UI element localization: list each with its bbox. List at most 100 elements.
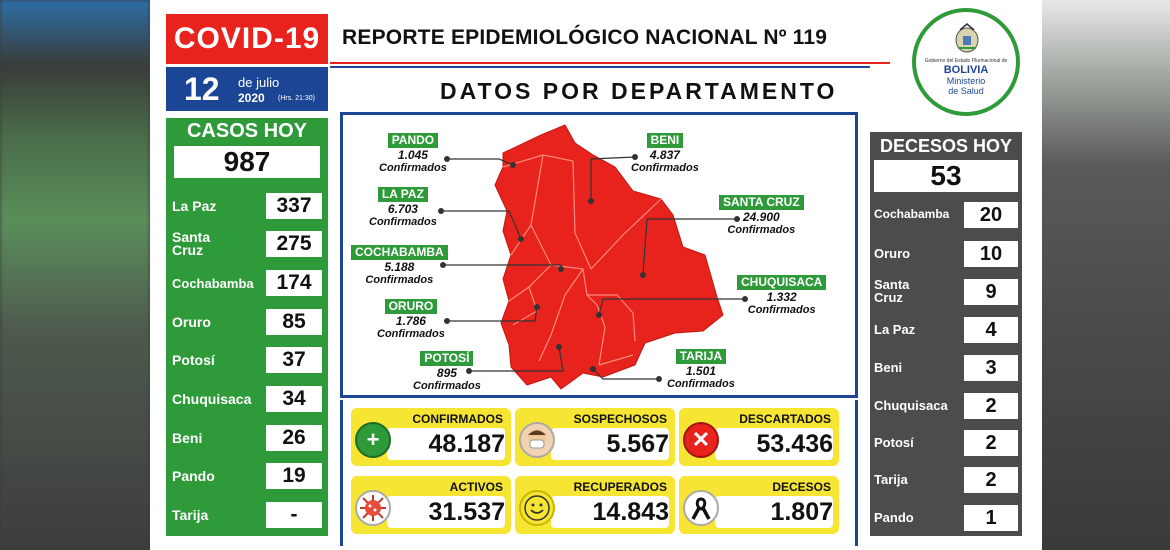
cases-row: Santa Cruz 275 [166, 228, 328, 260]
cases-row: Beni 26 [166, 422, 328, 454]
stat-value-box [387, 428, 505, 460]
logo-ministry: Ministerio [946, 76, 986, 86]
stat-card-active: ACTIVOS 31.537 [351, 476, 511, 534]
map-label-confirmed: Confirmados [727, 224, 796, 236]
map-label-la-paz: LA PAZ 6.703 Confirmados [369, 185, 437, 228]
deaths-today-panel: DECESOS HOY 53 Cochabamba 20 Oruro 10 Sant… [870, 132, 1022, 536]
stat-value-box [715, 496, 833, 528]
department-name: Chuquisaca [172, 390, 252, 407]
date-box: 12 de julio 2020 (Hrs. 21:30) [166, 67, 328, 111]
map-label-name: SANTA CRUZ [719, 195, 804, 210]
deaths-row: Potosí 2 [870, 426, 1022, 460]
map-label-cochabamba: COCHABAMBA 5.188 Confirmados [351, 243, 448, 286]
department-name: La Paz [172, 197, 217, 214]
cases-today-panel: CASOS HOY 987 La Paz 337 Santa Cruz 275 Co… [166, 118, 328, 536]
background-right [1042, 0, 1170, 550]
map-label-pando: PANDO 1.045 Confirmados [379, 131, 447, 174]
cases-row: Chuquisaca 34 [166, 383, 328, 415]
report-title: REPORTE EPIDEMIOLÓGICO NACIONAL Nº 119 [342, 26, 828, 49]
map-label-oruro: ORURO 1.786 Confirmados [377, 297, 445, 340]
department-value: 337 [266, 193, 322, 219]
map-label-confirmed: Confirmados [365, 274, 434, 286]
cases-row: Tarija - [166, 499, 328, 531]
masked-face-icon [519, 422, 555, 458]
department-value: 85 [266, 309, 322, 335]
logo-health: de Salud [948, 86, 984, 96]
map-label-confirmed: Confirmados [377, 328, 445, 340]
stat-value-box [387, 496, 505, 528]
department-value: 174 [266, 270, 322, 296]
department-value: 20 [964, 202, 1018, 228]
map-label-name: LA PAZ [377, 187, 428, 202]
map-frame: PANDO 1.045 Confirmados LA PAZ 6.703 Con… [340, 112, 858, 398]
map-label-name: BENI [646, 133, 684, 148]
department-name: Santa Cruz [172, 229, 211, 258]
department-name: Oruro [172, 313, 211, 330]
department-name: Oruro [874, 245, 911, 261]
leader-dots [438, 154, 748, 382]
map-label-value: 5.188 [384, 260, 415, 274]
deaths-row: Cochabamba 20 [870, 198, 1022, 232]
leader-lines [441, 156, 745, 380]
department-value: - [266, 502, 322, 528]
stat-label: CONFIRMADOS [412, 412, 503, 426]
stat-card-discarded: DESCARTADOS 53.436 ✕ [679, 408, 839, 466]
map-label-confirmed: Confirmados [747, 304, 816, 316]
date-hour: (Hrs. 21:30) [278, 95, 315, 102]
department-value: 2 [964, 430, 1018, 456]
map-label-value: 1.332 [766, 290, 797, 304]
background-left [0, 0, 150, 550]
department-name: Cochabamba [874, 206, 950, 221]
department-value: 275 [266, 231, 322, 257]
stat-value-box [551, 496, 669, 528]
map-label-confirmed: Confirmados [631, 162, 699, 174]
department-value: 10 [964, 241, 1018, 267]
stat-card-deaths: DECESOS 1.807 [679, 476, 839, 534]
department-name: Tarija [172, 506, 209, 523]
report-poster: COVID-19 12 de julio 2020 (Hrs. 21:30) R… [150, 0, 1042, 550]
department-name: Cochabamba [172, 275, 254, 291]
deaths-row: Santa Cruz 9 [870, 275, 1022, 309]
virus-icon [355, 490, 391, 526]
map-label-santa-cruz: SANTA CRUZ 24.900 Confirmados [719, 193, 804, 236]
department-value: 9 [964, 279, 1018, 305]
map-label-name: COCHABAMBA [351, 245, 448, 260]
deaths-today-total: 53 [874, 160, 1018, 192]
map-label-tarija: TARIJA 1.501 Confirmados [667, 347, 735, 390]
department-value: 3 [964, 355, 1018, 381]
map-label-chuquisaca: CHUQUISACA 1.332 Confirmados [737, 273, 827, 316]
deaths-row: Chuquisaca 2 [870, 389, 1022, 423]
deaths-row: Beni 3 [870, 351, 1022, 385]
department-name: Pando [874, 509, 914, 525]
divider-red [330, 62, 890, 64]
stat-card-confirmed: CONFIRMADOS 48.187 + [351, 408, 511, 466]
department-value: 34 [266, 386, 322, 412]
mourning-ribbon-icon [683, 490, 719, 526]
cases-today-heading: CASOS HOY [186, 120, 308, 142]
map-label-potosi: POTOSÍ 895 Confirmados [413, 349, 481, 392]
map-label-confirmed: Confirmados [413, 380, 481, 392]
map-label-beni: BENI 4.837 Confirmados [631, 131, 699, 174]
covid-badge: COVID-19 [166, 14, 328, 64]
stat-value: 53.436 [756, 430, 833, 458]
stat-value: 5.567 [606, 430, 669, 458]
x-icon: ✕ [683, 422, 719, 458]
cases-row: Pando 19 [166, 460, 328, 492]
map-label-confirmed: Confirmados [667, 378, 735, 390]
stat-label: ACTIVOS [449, 480, 503, 494]
deaths-row: La Paz 4 [870, 313, 1022, 347]
map-label-confirmed: Confirmados [369, 216, 437, 228]
page-subtitle: DATOS POR DEPARTAMENTO [440, 78, 838, 104]
smile-icon [519, 490, 555, 526]
department-name: Chuquisaca [874, 397, 948, 413]
department-name: Pando [172, 467, 215, 484]
stat-value-box [715, 428, 833, 460]
stat-card-suspected: SOSPECHOSOS 5.567 [515, 408, 675, 466]
stat-label: RECUPERADOS [573, 480, 667, 494]
stat-label: SOSPECHOSOS [573, 412, 667, 426]
map-label-value: 1.786 [395, 314, 426, 328]
map-label-name: POTOSÍ [420, 351, 474, 366]
deaths-today-heading: DECESOS HOY [879, 136, 1013, 156]
department-value: 1 [964, 505, 1018, 531]
department-name: Santa Cruz [874, 277, 910, 305]
